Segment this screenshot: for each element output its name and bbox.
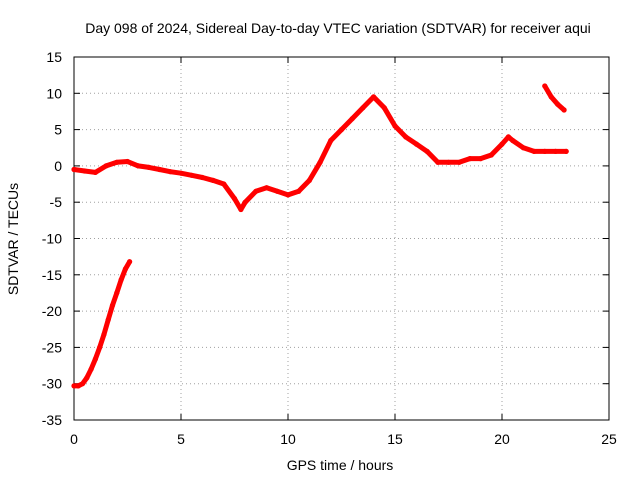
data-point bbox=[424, 148, 430, 154]
data-point bbox=[435, 159, 441, 165]
data-point bbox=[84, 375, 90, 381]
data-point bbox=[548, 94, 554, 100]
data-point bbox=[510, 137, 516, 144]
data-point bbox=[403, 134, 409, 140]
y-tick-label: -30 bbox=[42, 376, 62, 392]
data-point bbox=[124, 158, 131, 165]
data-point bbox=[97, 344, 103, 350]
data-point bbox=[306, 177, 312, 183]
data-point bbox=[360, 105, 366, 111]
data-point bbox=[242, 199, 248, 205]
data-point bbox=[531, 148, 537, 154]
data-point bbox=[127, 259, 133, 265]
data-point bbox=[71, 383, 77, 389]
y-axis-label: SDTVAR / TECUs bbox=[5, 183, 21, 295]
data-point bbox=[552, 148, 559, 154]
data-point bbox=[499, 141, 505, 147]
data-point bbox=[122, 266, 128, 272]
data-point bbox=[371, 94, 377, 100]
x-tick-label: 20 bbox=[494, 431, 510, 447]
data-point bbox=[210, 177, 216, 183]
data-point bbox=[221, 181, 227, 187]
data-point bbox=[114, 159, 120, 165]
y-tick-label: -20 bbox=[42, 303, 62, 319]
data-point bbox=[238, 206, 244, 213]
data-point bbox=[231, 196, 238, 202]
series-line-late-segment bbox=[542, 83, 567, 113]
data-point bbox=[338, 127, 345, 133]
data-point bbox=[109, 302, 116, 308]
data-point bbox=[563, 148, 569, 154]
data-point bbox=[264, 185, 270, 191]
data-point bbox=[505, 134, 511, 140]
y-tick-label: 15 bbox=[46, 49, 62, 65]
data-point bbox=[157, 166, 163, 173]
x-tick-label: 5 bbox=[177, 431, 185, 447]
data-point bbox=[167, 169, 173, 175]
data-point bbox=[274, 188, 280, 194]
x-tick-label: 0 bbox=[70, 431, 78, 447]
x-axis-ticks: 0 5 10 15 20 25 bbox=[70, 57, 617, 447]
data-point bbox=[82, 168, 88, 174]
data-point bbox=[488, 152, 494, 158]
plot-area bbox=[71, 83, 569, 389]
data-point bbox=[92, 356, 98, 362]
data-point bbox=[75, 383, 81, 389]
y-tick-label: -35 bbox=[42, 412, 62, 428]
data-point bbox=[178, 170, 184, 176]
y-axis-ticks: -35 -30 -25 -20 -15 -10 -5 0 5 10 15 bbox=[42, 49, 609, 428]
data-point bbox=[146, 164, 152, 170]
data-point bbox=[285, 192, 291, 198]
data-point bbox=[456, 159, 462, 165]
data-point bbox=[542, 148, 548, 154]
data-point bbox=[392, 123, 398, 129]
y-tick-label: -5 bbox=[50, 194, 63, 210]
data-point bbox=[105, 317, 111, 323]
y-tick-label: -25 bbox=[42, 339, 62, 355]
y-tick-label: 0 bbox=[54, 158, 62, 174]
data-point bbox=[189, 172, 195, 178]
data-point bbox=[135, 163, 141, 169]
data-point bbox=[88, 366, 94, 372]
data-point bbox=[118, 277, 124, 283]
chart-title: Day 098 of 2024, Sidereal Day-to-day VTE… bbox=[85, 20, 591, 36]
data-point bbox=[80, 381, 86, 387]
x-axis-label: GPS time / hours bbox=[287, 457, 394, 473]
data-point bbox=[71, 166, 77, 173]
y-tick-label: 5 bbox=[54, 122, 62, 138]
data-point bbox=[413, 141, 419, 147]
data-point bbox=[103, 163, 109, 169]
data-point bbox=[561, 107, 567, 113]
y-tick-label: -10 bbox=[42, 231, 62, 247]
data-point bbox=[467, 156, 473, 162]
data-point bbox=[328, 137, 334, 144]
data-point bbox=[349, 116, 355, 122]
y-tick-label: -15 bbox=[42, 267, 62, 283]
data-point bbox=[478, 156, 484, 162]
data-point bbox=[445, 159, 452, 165]
data-point bbox=[381, 105, 387, 111]
data-point bbox=[542, 83, 548, 89]
data-point bbox=[199, 174, 205, 181]
data-point bbox=[520, 145, 527, 151]
y-tick-label: 10 bbox=[46, 85, 62, 101]
data-point bbox=[555, 101, 561, 107]
data-point bbox=[253, 188, 259, 194]
data-point bbox=[296, 188, 302, 194]
grid-lines bbox=[74, 57, 609, 420]
data-point bbox=[114, 290, 120, 296]
x-tick-label: 10 bbox=[280, 431, 296, 447]
data-point bbox=[317, 159, 323, 165]
x-tick-label: 15 bbox=[387, 431, 403, 447]
data-point bbox=[92, 169, 98, 175]
data-point bbox=[101, 331, 107, 337]
x-tick-label: 25 bbox=[601, 431, 617, 447]
